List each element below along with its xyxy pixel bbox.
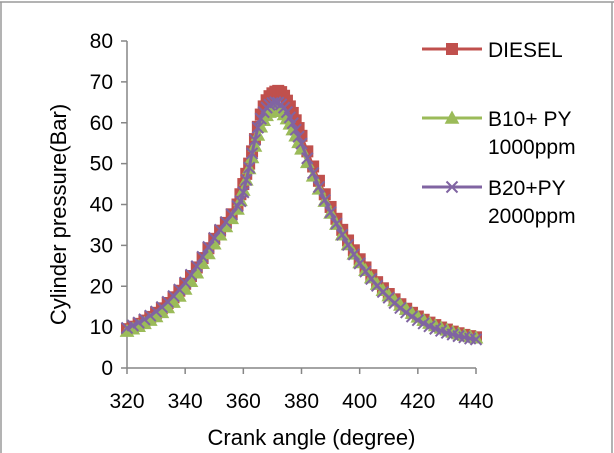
axes: 0 10 20 30 40 50 60 70 80 320 340 360 380 400 420 440 bbox=[90, 30, 494, 413]
legend-label: B10+ PY bbox=[488, 108, 571, 131]
data-point bbox=[353, 257, 366, 270]
data-point bbox=[248, 133, 262, 147]
x-axis-title: Crank angle (degree) bbox=[208, 425, 416, 450]
data-point bbox=[324, 206, 337, 219]
legend-entry-3: B20+PY 2000ppm bbox=[422, 177, 576, 228]
data-point bbox=[251, 121, 265, 134]
x-tick-label: 320 bbox=[109, 390, 144, 413]
data-point bbox=[196, 250, 209, 264]
y-tick-label: 10 bbox=[90, 316, 113, 339]
legend-marker bbox=[446, 43, 458, 55]
data-point bbox=[301, 152, 314, 165]
y-tick-label: 70 bbox=[90, 71, 113, 94]
data-point bbox=[202, 240, 215, 254]
x-tick-label: 380 bbox=[284, 390, 319, 413]
legend-marker bbox=[445, 180, 459, 194]
legend-label: DIESEL bbox=[488, 39, 563, 62]
y-tick-label: 30 bbox=[90, 234, 113, 257]
data-point bbox=[184, 268, 198, 282]
data-point bbox=[237, 186, 250, 199]
y-tick-label: 20 bbox=[90, 275, 113, 298]
data-point bbox=[411, 313, 425, 327]
data-point bbox=[219, 215, 233, 229]
series-layer bbox=[119, 84, 484, 346]
x-tick-label: 360 bbox=[226, 390, 261, 413]
data-point bbox=[469, 333, 483, 346]
data-point bbox=[292, 130, 305, 143]
data-point bbox=[242, 161, 256, 174]
legend-label: B20+PY bbox=[488, 177, 566, 200]
legend: DIESEL B10+ PY 1000ppm B20+PY 2000ppm bbox=[422, 39, 576, 228]
data-point bbox=[295, 137, 308, 150]
legend-entry-1: DIESEL bbox=[422, 39, 563, 62]
legend-label: 2000ppm bbox=[488, 205, 576, 228]
data-point bbox=[330, 217, 343, 230]
legend-marker bbox=[444, 110, 460, 124]
data-point bbox=[286, 116, 299, 130]
data-point bbox=[178, 276, 192, 289]
data-point bbox=[347, 248, 361, 261]
x-tick-label: 440 bbox=[458, 390, 493, 413]
legend-entry-2: B10+ PY 1000ppm bbox=[422, 108, 576, 159]
data-point bbox=[399, 306, 413, 319]
y-tick-label: 80 bbox=[90, 30, 113, 53]
y-tick-label: 0 bbox=[101, 357, 113, 380]
data-point bbox=[138, 313, 151, 326]
data-point bbox=[359, 265, 372, 278]
y-tick-label: 50 bbox=[90, 153, 113, 176]
data-point bbox=[306, 166, 320, 180]
data-point bbox=[336, 228, 349, 241]
data-point bbox=[225, 208, 238, 221]
data-point bbox=[405, 310, 419, 323]
y-ticks: 0 10 20 30 40 50 60 70 80 bbox=[90, 30, 127, 380]
y-tick-label: 40 bbox=[90, 194, 113, 217]
data-point bbox=[213, 223, 227, 237]
series-3 bbox=[120, 96, 483, 346]
x-ticks: 320 340 360 380 400 420 440 bbox=[109, 368, 494, 413]
data-point bbox=[144, 309, 157, 322]
y-axis-title: Cylinder pressure(Bar) bbox=[46, 104, 71, 325]
y-tick-label: 60 bbox=[90, 112, 113, 135]
data-point bbox=[190, 260, 204, 273]
data-point bbox=[245, 147, 259, 160]
x-tick-label: 420 bbox=[400, 390, 435, 413]
data-point bbox=[234, 195, 247, 208]
data-point bbox=[318, 193, 331, 207]
data-point bbox=[312, 180, 326, 194]
legend-label: 1000ppm bbox=[488, 136, 576, 159]
data-point bbox=[132, 316, 145, 329]
x-tick-label: 340 bbox=[168, 390, 203, 413]
data-point bbox=[208, 231, 221, 245]
data-point bbox=[254, 112, 267, 125]
data-point bbox=[289, 123, 302, 136]
data-point bbox=[240, 173, 253, 187]
data-point bbox=[341, 238, 355, 252]
x-tick-label: 400 bbox=[342, 390, 377, 413]
